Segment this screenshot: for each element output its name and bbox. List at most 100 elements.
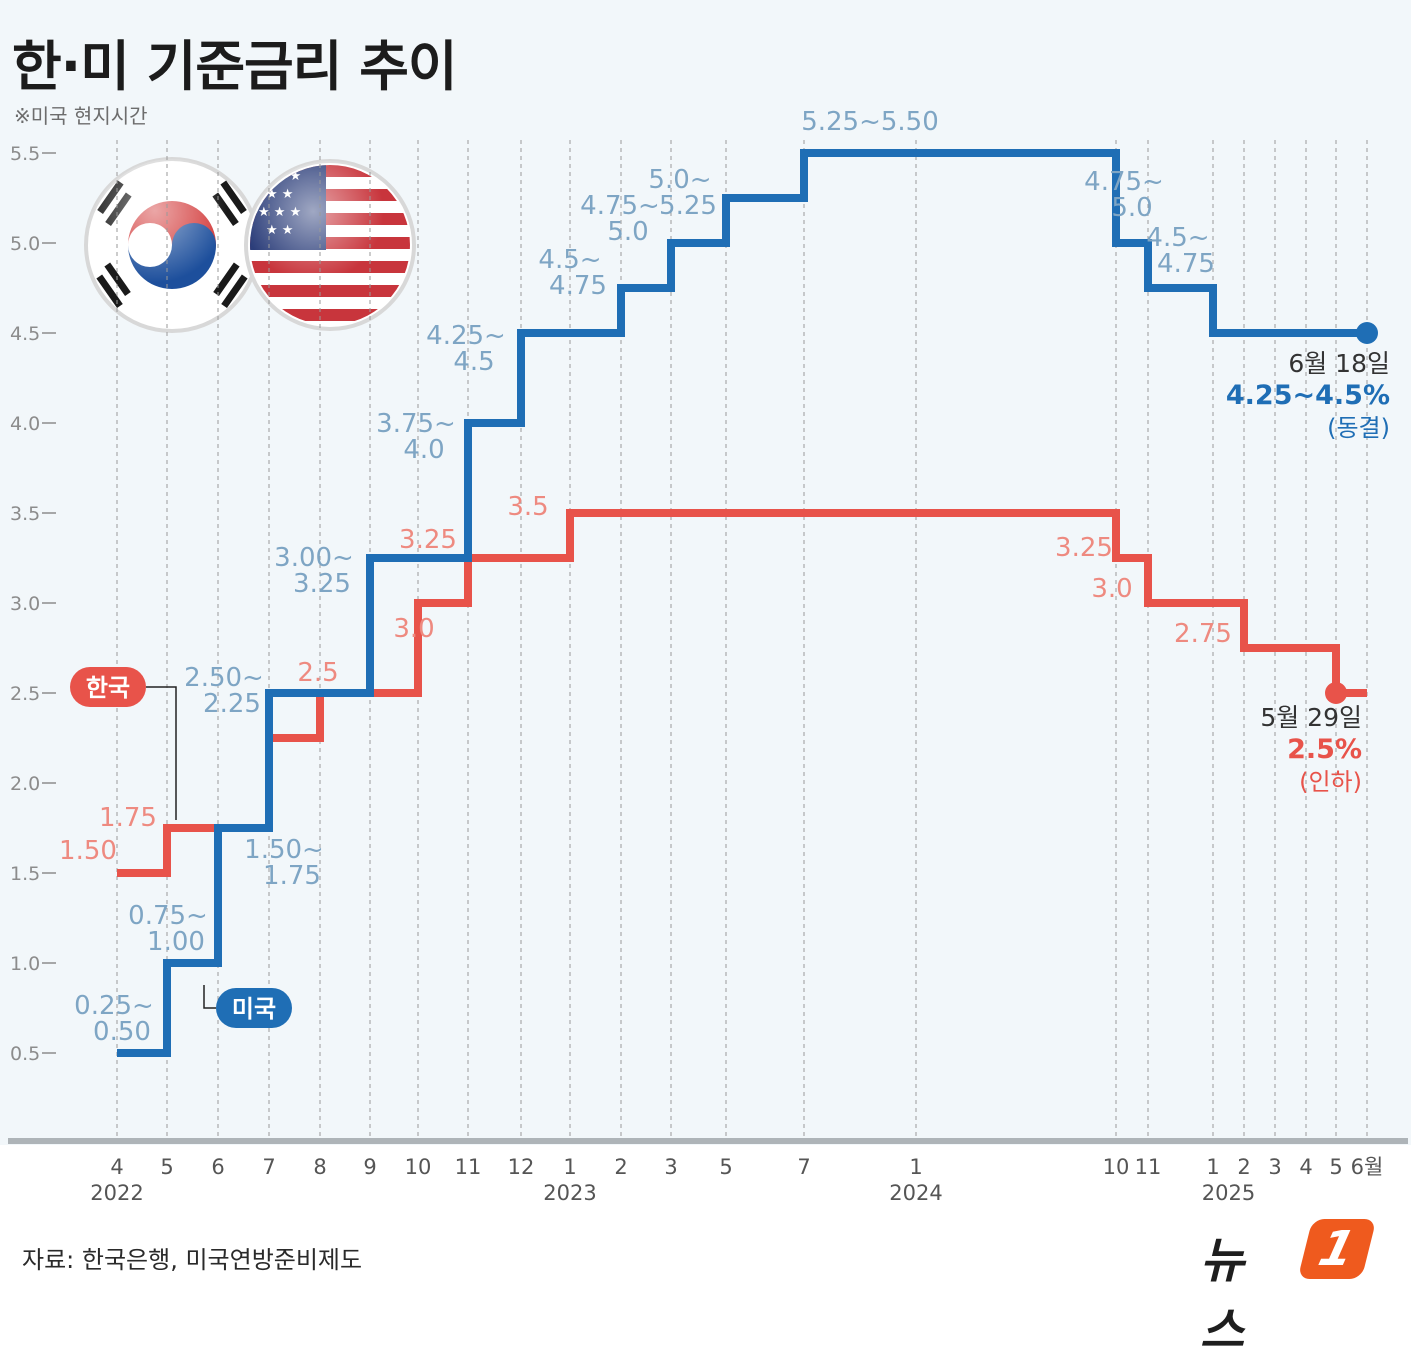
us-value-label: 1.50~ 1.75 bbox=[244, 835, 324, 891]
us-value-label-line: 3.00~ bbox=[274, 543, 354, 573]
y-tick-label: 1.0 bbox=[10, 953, 40, 975]
us-value-label-line: 5.25~5.50 bbox=[801, 107, 939, 137]
korea-value-label: 3.25 bbox=[1055, 533, 1113, 563]
us-value-label: 2.50~ 2.25 bbox=[184, 663, 264, 719]
korea-legend-label: 한국 bbox=[86, 674, 130, 702]
page-title: 한·미 기준금리 추이 bbox=[12, 35, 458, 98]
year-label: 2024 bbox=[889, 1181, 942, 1205]
korea-value-label: 3.0 bbox=[393, 614, 434, 644]
us-value-label-line: 4.5~ bbox=[538, 245, 601, 275]
us-value-label-line: 1.00 bbox=[147, 927, 205, 957]
x-tick-label: 5 bbox=[1329, 1155, 1342, 1179]
subtitle-note: ※미국 현지시간 bbox=[14, 104, 148, 128]
x-tick-label: 1 bbox=[1206, 1155, 1219, 1179]
us-value-label-line: 1.50~ bbox=[244, 835, 324, 865]
korea-value-label: 3.25 bbox=[399, 525, 457, 555]
us-value-label-line: 1.75 bbox=[263, 861, 321, 891]
x-tick-label: 3 bbox=[1268, 1155, 1281, 1179]
x-tick-label: 1 bbox=[909, 1155, 922, 1179]
us-legend-label: 미국 bbox=[232, 995, 276, 1023]
x-tick-label: 2 bbox=[1237, 1155, 1250, 1179]
us-flag-icon: ★ ★ ★ ★ ★ ★ ★ ★ ★ ★ bbox=[244, 159, 416, 331]
us-value-label: 4.5~ 4.75 bbox=[1146, 223, 1215, 279]
korea-annotation-note: (인하) bbox=[1299, 768, 1362, 796]
year-label: 2025 bbox=[1202, 1181, 1255, 1205]
x-tick-label: 8 bbox=[313, 1155, 326, 1179]
us-value-label-line: 3.75~ bbox=[376, 409, 456, 439]
us-value-label: 5.25~5.50 bbox=[801, 107, 939, 137]
korea-value-label: 2.75 bbox=[1174, 619, 1232, 649]
us-value-label: 3.00~ 3.25 bbox=[274, 543, 354, 599]
x-axis-line bbox=[8, 1138, 1408, 1144]
x-tick-label: 1 bbox=[563, 1155, 576, 1179]
us-value-label: 0.25~ 0.50 bbox=[74, 991, 154, 1047]
y-tick-label: 4.0 bbox=[10, 413, 40, 435]
rate-chart: ★ ★ ★ ★ ★ ★ ★ ★ ★ ★ 0.5 1.0 1.5 2.0 2.5 3.0 3.… bbox=[8, 107, 1408, 1205]
y-tick-label: 2.0 bbox=[10, 773, 40, 795]
us-value-label-line: 4.75~ bbox=[580, 191, 660, 221]
us-value-label-line: 0.50 bbox=[93, 1017, 151, 1047]
y-tick-label: 2.5 bbox=[10, 683, 40, 705]
korea-legend-connector bbox=[146, 686, 177, 820]
x-tick-label: 9 bbox=[363, 1155, 376, 1179]
us-value-label-line: 5.25 bbox=[659, 191, 717, 221]
korea-value-label: 1.50 bbox=[59, 836, 117, 866]
us-annotation-date: 6월 18일 bbox=[1288, 349, 1390, 378]
us-value-label-line: 4.5~ bbox=[1146, 223, 1209, 253]
us-value-label-line: 5.0 bbox=[607, 217, 648, 247]
korea-legend-pill bbox=[70, 667, 146, 707]
us-value-label-line: 4.75 bbox=[1157, 249, 1215, 279]
x-tick-label: 5 bbox=[160, 1155, 173, 1179]
y-tick-label: 5.5 bbox=[10, 143, 40, 165]
korea-value-label: 3.0 bbox=[1091, 574, 1132, 604]
year-label: 2022 bbox=[90, 1181, 143, 1205]
x-tick-label: 7 bbox=[797, 1155, 810, 1179]
us-value-label-line: 4.5 bbox=[453, 347, 494, 377]
y-tick-label: 3.0 bbox=[10, 593, 40, 615]
us-value-label-line: 4.75~ bbox=[1084, 167, 1164, 197]
end-marker bbox=[1356, 322, 1378, 344]
us-value-label-line: 3.25 bbox=[293, 569, 351, 599]
us-value-label: 4.75~ 5.0 bbox=[580, 191, 660, 247]
us-value-label: 4.5~ 4.75 bbox=[538, 245, 607, 301]
x-tick-label: 12 bbox=[508, 1155, 535, 1179]
us-value-label-line: 4.25~ bbox=[426, 321, 506, 351]
korea-flag-icon bbox=[84, 157, 260, 333]
x-tick-label: 6 bbox=[211, 1155, 224, 1179]
us-value-label: 0.75~ 1.00 bbox=[128, 901, 208, 957]
end-marker bbox=[1325, 682, 1347, 704]
y-tick-label: 5.0 bbox=[10, 233, 40, 255]
x-tick-label: 2 bbox=[614, 1155, 627, 1179]
us-value-label-line: 0.25~ bbox=[74, 991, 154, 1021]
x-tick-label: 11 bbox=[1135, 1155, 1162, 1179]
y-tick-label: 0.5 bbox=[10, 1043, 40, 1065]
us-value-label: 3.75~ 4.0 bbox=[376, 409, 456, 465]
year-label: 2023 bbox=[543, 1181, 596, 1205]
us-value-label: 4.75~ 5.0 bbox=[1084, 167, 1164, 223]
x-tick-label: 3 bbox=[664, 1155, 677, 1179]
us-value-label-line: 0.75~ bbox=[128, 901, 208, 931]
series-line-us bbox=[117, 149, 1367, 1057]
x-tick-label: 5 bbox=[719, 1155, 732, 1179]
y-tick-label: 1.5 bbox=[10, 863, 40, 885]
us-value-label-line: 2.25 bbox=[203, 689, 261, 719]
x-tick-label: 7 bbox=[262, 1155, 275, 1179]
logo-wordmark: 뉴스 bbox=[1200, 1233, 1244, 1359]
y-tick-label: 3.5 bbox=[10, 503, 40, 525]
x-tick-label: 11 bbox=[455, 1155, 482, 1179]
x-tick-label: 10 bbox=[405, 1155, 432, 1179]
us-annotation-note: (동결) bbox=[1327, 414, 1390, 442]
us-value-label: 5.0~ 5.25 bbox=[648, 165, 717, 221]
us-value-label-line: 2.50~ bbox=[184, 663, 264, 693]
y-tick-label: 4.5 bbox=[10, 323, 40, 345]
korea-value-label: 3.5 bbox=[507, 492, 548, 522]
x-tick-label: 4 bbox=[1299, 1155, 1312, 1179]
korea-value-label: 1.75 bbox=[99, 803, 157, 833]
korea-annotation-value: 2.5% bbox=[1287, 734, 1362, 765]
x-tick-label: 6월 bbox=[1351, 1155, 1384, 1179]
us-value-label-line: 5.0~ bbox=[648, 165, 711, 195]
us-value-label-line: 5.0 bbox=[1111, 193, 1152, 223]
us-value-label-line: 4.0 bbox=[403, 435, 444, 465]
us-legend-pill bbox=[216, 988, 292, 1028]
